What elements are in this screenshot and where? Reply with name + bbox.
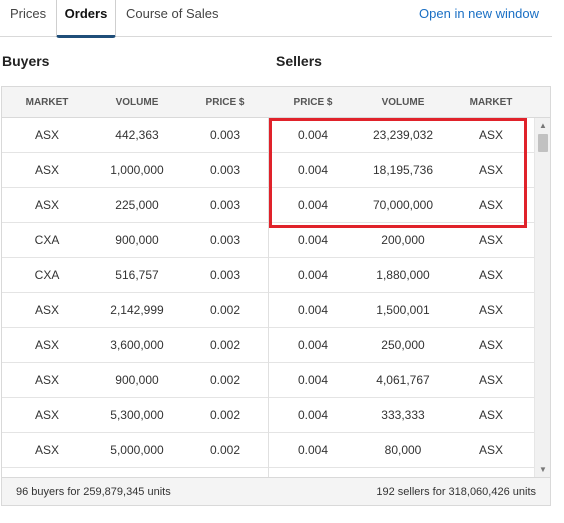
- cell-seller-market: ASX: [478, 408, 503, 422]
- table-row[interactable]: ASX 3,600,000 0.002 0.004 250,000 ASX: [2, 328, 534, 363]
- cell-buyer-volume: 442,363: [115, 128, 159, 142]
- cell-seller-price: 0.004: [297, 198, 329, 212]
- sellers-title: Sellers: [276, 53, 322, 69]
- cell-seller-volume: 1,500,001: [376, 303, 430, 317]
- cell-buyer-volume: 225,000: [115, 198, 159, 212]
- cell-seller-price: 0.004: [297, 233, 329, 247]
- cell-seller-price: 0.004: [297, 303, 329, 317]
- cell-buyer-price: 0.003: [209, 198, 241, 212]
- cell-buyer-price: 0.002: [182, 468, 268, 477]
- cell-seller-price: 0.004: [297, 373, 329, 387]
- cell-buyer-price: 0.002: [209, 408, 241, 422]
- cell-seller-market: ASX: [478, 443, 503, 457]
- cell-seller-market: ASX: [478, 338, 503, 352]
- header-buyer-price[interactable]: PRICE $: [205, 97, 245, 108]
- cell-buyer-price: 0.002: [209, 373, 241, 387]
- orders-table: MARKET VOLUME PRICE $ PRICE $ VOLUME MAR…: [1, 86, 551, 506]
- cell-seller-market: ASX: [478, 268, 503, 282]
- table-footer: 96 buyers for 259,879,345 units 192 sell…: [2, 477, 550, 505]
- cell-seller-price: 0.004: [297, 128, 329, 142]
- cell-seller-price: 0.004: [297, 338, 329, 352]
- cell-buyer-market: ASX: [34, 373, 59, 387]
- cell-seller-price: 0.004: [297, 163, 329, 177]
- cell-seller-volume: 333,333: [381, 408, 425, 422]
- tab-prices[interactable]: Prices: [10, 6, 47, 21]
- cell-buyer-price: 0.002: [209, 443, 241, 457]
- cell-seller-volume: 4,061,767: [376, 373, 430, 387]
- cell-seller-volume: 500,000: [358, 468, 448, 477]
- cell-seller-volume: 250,000: [381, 338, 425, 352]
- cell-buyer-market: ASX: [34, 163, 59, 177]
- header-buyer-market[interactable]: MARKET: [25, 97, 69, 108]
- open-in-new-window-link[interactable]: Open in new window: [419, 6, 539, 21]
- header-seller-market[interactable]: MARKET: [469, 97, 513, 108]
- cell-seller-volume: 80,000: [384, 443, 422, 457]
- cell-buyer-market: ASX: [34, 408, 59, 422]
- cell-buyer-volume: 5,300,000: [110, 408, 164, 422]
- cell-buyer-market: CXA: [34, 268, 60, 282]
- cell-buyer-volume: 2,142,999: [110, 303, 164, 317]
- cell-buyer-price: 0.002: [209, 338, 241, 352]
- cell-buyer-volume: 3,600,000: [110, 338, 164, 352]
- scroll-thumb[interactable]: [538, 134, 548, 152]
- cell-seller-volume: 70,000,000: [372, 198, 434, 212]
- header-seller-price[interactable]: PRICE $: [293, 97, 333, 108]
- cell-buyer-market: CXA: [34, 233, 60, 247]
- cell-buyer-price: 0.003: [209, 268, 241, 282]
- tab-orders[interactable]: Orders: [56, 0, 116, 38]
- header-seller-volume[interactable]: VOLUME: [381, 97, 425, 108]
- cell-seller-volume: 1,880,000: [376, 268, 430, 282]
- buyers-sellers-divider: [268, 118, 269, 477]
- cell-buyer-market: ASX: [34, 198, 59, 212]
- cell-buyer-market: ASX: [34, 338, 59, 352]
- buyers-summary: 96 buyers for 259,879,345 units: [16, 486, 171, 498]
- cell-seller-volume: 23,239,032: [372, 128, 434, 142]
- cell-buyer-volume: 1,000,000: [92, 468, 182, 477]
- cell-buyer-price: 0.002: [209, 303, 241, 317]
- header-buyer-volume[interactable]: VOLUME: [115, 97, 159, 108]
- table-scrollbar[interactable]: ▲ ▼: [534, 118, 550, 477]
- sellers-summary: 192 sellers for 318,060,426 units: [376, 486, 536, 498]
- cell-buyer-price: 0.003: [209, 163, 241, 177]
- cell-seller-market: ASX: [478, 163, 503, 177]
- cell-seller-market: ASX: [478, 233, 503, 247]
- cell-seller-market: ASX: [448, 468, 534, 477]
- cell-seller-price: 0.004: [297, 443, 329, 457]
- cell-buyer-volume: 5,000,000: [110, 443, 164, 457]
- cell-seller-volume: 200,000: [381, 233, 425, 247]
- cell-buyer-volume: 516,757: [115, 268, 159, 282]
- cell-buyer-market: ASX: [34, 303, 59, 317]
- cell-buyer-volume: 1,000,000: [110, 163, 164, 177]
- cell-seller-market: ASX: [478, 303, 503, 317]
- cell-buyer-volume: 900,000: [115, 233, 159, 247]
- cell-seller-volume: 18,195,736: [372, 163, 434, 177]
- buyers-title: Buyers: [2, 53, 50, 69]
- cell-buyer-volume: 900,000: [115, 373, 159, 387]
- tab-course-of-sales[interactable]: Course of Sales: [126, 6, 219, 21]
- table-row[interactable]: ASX 1,000,000 0.003 0.004 18,195,736 ASX: [2, 153, 534, 188]
- table-row[interactable]: ASX 225,000 0.003 0.004 70,000,000 ASX: [2, 188, 534, 223]
- cell-seller-market: ASX: [478, 128, 503, 142]
- cell-buyer-market: ASX: [34, 128, 59, 142]
- cell-seller-market: ASX: [478, 373, 503, 387]
- cell-seller-price: 0.004: [297, 408, 329, 422]
- cell-seller-price: 0.004: [268, 468, 358, 477]
- cell-seller-market: ASX: [478, 198, 503, 212]
- scroll-down-icon[interactable]: ▼: [539, 465, 547, 474]
- table-body[interactable]: ASX 442,363 0.003 0.004 23,239,032 ASX ASX 1,00…: [2, 118, 534, 477]
- cell-buyer-market: ASX: [34, 443, 59, 457]
- table-row[interactable]: CXA 516,757 0.003 0.004 1,880,000 ASX: [2, 258, 534, 293]
- cell-buyer-price: 0.003: [209, 128, 241, 142]
- cell-buyer-price: 0.003: [209, 233, 241, 247]
- table-header: MARKET VOLUME PRICE $ PRICE $ VOLUME MAR…: [2, 87, 550, 118]
- tab-bar: Prices Orders Course of Sales Open in ne…: [0, 0, 552, 38]
- cell-buyer-market: ASX: [2, 468, 92, 477]
- scroll-up-icon[interactable]: ▲: [539, 121, 547, 130]
- cell-seller-price: 0.004: [297, 268, 329, 282]
